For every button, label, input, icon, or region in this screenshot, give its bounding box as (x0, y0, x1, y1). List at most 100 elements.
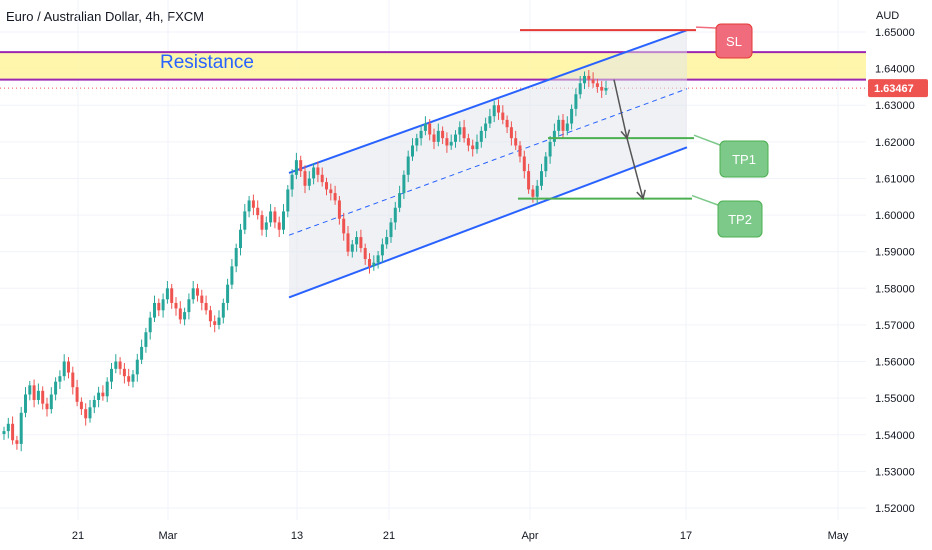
price-channel[interactable] (288, 29, 688, 299)
candle-body (75, 387, 79, 402)
y-tick-label: 1.64000 (875, 64, 915, 76)
candle-body (604, 88, 608, 91)
candle-body (329, 189, 333, 194)
candle-body (299, 160, 303, 172)
candle-body (243, 211, 247, 230)
candle-body (393, 207, 397, 223)
candle-body (406, 156, 410, 175)
candle-body (148, 317, 152, 333)
candle-body (552, 130, 556, 142)
candle-body (226, 284, 230, 303)
candle-body (415, 138, 419, 146)
candle-body (368, 259, 371, 267)
candle-body (32, 385, 36, 400)
candle-body (101, 392, 105, 397)
candle-body (587, 75, 591, 80)
candle-body (256, 207, 260, 216)
candle-body (436, 130, 440, 142)
candle-body (583, 75, 586, 84)
candle-body (153, 302, 156, 318)
resistance-label: Resistance (160, 52, 254, 73)
y-tick-label: 1.61000 (875, 173, 915, 185)
candle-body (221, 302, 225, 318)
candle-body (131, 374, 135, 382)
candle-body (333, 193, 337, 201)
time-axis[interactable]: 21 Mar 13 21 Apr 17 May (72, 530, 849, 542)
candle-body (570, 108, 574, 124)
candle-body (174, 302, 178, 309)
candle-body (260, 215, 264, 230)
candle-body (213, 321, 217, 325)
x-tick-label: Mar (159, 530, 178, 542)
callout-label: SL (726, 34, 742, 49)
last-price-label: 1.63467 (874, 83, 914, 95)
candle-body (208, 310, 212, 322)
candle-body (402, 174, 406, 194)
candle-body (479, 130, 483, 142)
candle-body (578, 83, 582, 95)
callout-label: TP1 (732, 152, 756, 167)
candle-body (200, 295, 204, 303)
candle-body (337, 200, 341, 219)
candle-body (54, 381, 58, 395)
candle-body (312, 167, 316, 179)
candle-body (217, 317, 221, 325)
price-axis[interactable]: 1.65000 1.64000 1.63000 1.62000 1.61000 1.600… (868, 10, 928, 515)
candle-body (165, 288, 169, 300)
candle-body (127, 376, 131, 382)
callout-box (717, 200, 763, 238)
candle-body (458, 127, 462, 135)
y-tick-label: 1.57000 (875, 320, 915, 332)
y-tick-label: 1.54000 (875, 430, 915, 442)
x-tick-label: Apr (521, 530, 538, 542)
candle-body (97, 392, 101, 400)
projection-arrow-line (613, 79, 628, 139)
callout-pointer (695, 26, 717, 29)
candle-body (144, 332, 148, 347)
candle-body (307, 178, 311, 186)
candle-body (191, 288, 195, 300)
candle-body (67, 361, 70, 373)
candle-body (380, 244, 384, 256)
target-levels[interactable]: SL TP1 TP2 (518, 23, 769, 238)
candle-body (161, 299, 165, 311)
candle-body (110, 368, 113, 382)
candle-body (325, 182, 328, 190)
candle-body (183, 312, 187, 320)
y-tick-label: 1.60000 (875, 210, 915, 222)
candle-body (157, 302, 161, 311)
candle-body (540, 171, 543, 186)
candle-body (234, 248, 238, 267)
candle-body (501, 112, 505, 120)
candle-body (286, 189, 290, 212)
candle-body (475, 141, 479, 150)
candle-body (290, 174, 294, 190)
candle-body (423, 123, 427, 131)
candle-body (359, 237, 363, 249)
candle-body (140, 346, 144, 360)
candle-body (6, 423, 10, 432)
candle-body (58, 376, 62, 382)
candle-body (509, 127, 513, 139)
candle-body (466, 138, 470, 146)
candle-body (398, 193, 402, 208)
candle-body (595, 83, 599, 87)
candle-body (535, 185, 539, 197)
projection-arrow-line (626, 137, 644, 199)
candle-body (277, 222, 281, 230)
callout-label: TP2 (728, 212, 752, 227)
candle-body (88, 407, 92, 419)
candle-body (342, 218, 346, 234)
candle-body (522, 156, 526, 172)
candle-body (411, 145, 414, 157)
candle-body (346, 233, 350, 252)
candle-body (28, 385, 32, 395)
candle-body (269, 211, 273, 223)
candle-body (45, 403, 49, 410)
candle-body (557, 119, 561, 131)
candle-body (105, 381, 109, 397)
y-tick-label: 1.65000 (875, 27, 915, 39)
candle-body (2, 431, 6, 435)
y-tick-label: 1.53000 (875, 466, 915, 478)
